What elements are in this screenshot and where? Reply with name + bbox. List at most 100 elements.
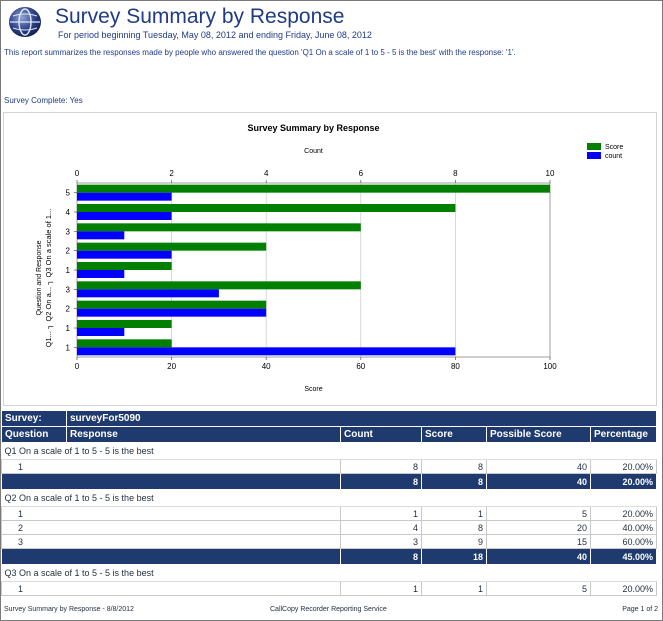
score-bar	[77, 300, 267, 309]
page-title: Survey Summary by Response	[55, 5, 345, 28]
footer-center: CallCopy Recorder Reporting Service	[270, 606, 387, 613]
footer-page-number: Page 1 of 2	[622, 606, 658, 613]
cell-count: 8	[340, 459, 422, 474]
score-bar	[77, 262, 172, 270]
category-label: 4	[66, 208, 71, 217]
legend-label: count	[605, 153, 622, 160]
group-total-row: 8 18 40 45.00%	[1, 548, 658, 565]
bottom-tick-label: 40	[262, 362, 271, 371]
survey-chart: Survey Summary by Response Count Score 0 0 2 2…	[3, 112, 657, 406]
cell-total-score: 18	[421, 548, 487, 565]
total-blank	[1, 548, 341, 565]
survey-table: Survey: surveyFor5090 Question Response …	[1, 410, 658, 596]
cell-total-score: 8	[421, 473, 487, 490]
question-group-row: Q3 On a scale of 1 to 5 - 5 is the best	[1, 564, 657, 582]
page-footer: Survey Summary by Response - 8/8/2012 Ca…	[0, 604, 663, 620]
bottom-tick-label: 60	[356, 362, 365, 371]
count-bar	[77, 212, 172, 220]
cell-percentage: 20.00%	[589, 459, 658, 474]
cell-score: 1	[421, 581, 487, 596]
table-row: 1 1 1 5 20.00%	[1, 581, 658, 596]
group-total-row: 8 8 40 20.00%	[1, 473, 658, 490]
question-text: Q1 On a scale of 1 to 5 - 5 is the best	[1, 442, 657, 460]
col-response: Response	[66, 426, 341, 443]
count-bar	[77, 250, 172, 259]
top-axis-label: Count	[304, 148, 323, 155]
report-description: This report summarizes the responses mad…	[4, 48, 516, 57]
category-label: 3	[66, 285, 71, 294]
score-bar	[77, 242, 267, 251]
survey-label: Survey:	[1, 410, 67, 427]
col-possible-score: Possible Score	[486, 426, 591, 443]
category-label: 3	[66, 227, 71, 236]
legend-swatch	[587, 143, 601, 150]
score-bar	[77, 281, 361, 290]
category-label: 1	[66, 266, 71, 275]
cell-total-percentage: 20.00%	[589, 473, 658, 490]
col-question: Question	[1, 426, 67, 443]
question-group-row: Q2 On a scale of 1 to 5 - 5 is the best	[1, 489, 657, 507]
count-bar	[77, 289, 219, 298]
y-axis-label: Question and Response	[36, 240, 43, 315]
top-tick-label: 4	[264, 169, 269, 178]
top-tick-label: 0	[75, 169, 80, 178]
category-label: 2	[66, 305, 71, 314]
col-percentage: Percentage	[589, 426, 658, 443]
cell-possible-score: 15	[486, 534, 591, 549]
count-bar	[77, 270, 125, 278]
cell-count: 4	[340, 520, 422, 535]
score-bar	[77, 320, 172, 328]
top-tick-label: 8	[453, 169, 458, 178]
bottom-tick-label: 0	[75, 362, 80, 371]
cell-response: 1	[1, 459, 341, 474]
cell-percentage: 20.00%	[589, 581, 658, 596]
top-tick-label: 10	[546, 169, 555, 178]
count-bar	[77, 308, 267, 317]
column-header-row: Question Response Count Score Possible S…	[1, 426, 658, 443]
score-bar	[77, 204, 456, 212]
cell-percentage: 20.00%	[589, 506, 658, 521]
survey-complete-status: Survey Complete: Yes	[4, 96, 83, 105]
cell-total-possible: 40	[486, 473, 591, 490]
cell-possible-score: 20	[486, 520, 591, 535]
cell-score: 8	[421, 459, 487, 474]
cell-total-count: 8	[340, 473, 422, 490]
cell-score: 9	[421, 534, 487, 549]
col-count: Count	[340, 426, 422, 443]
table-row: 1 8 8 40 20.00%	[1, 459, 658, 474]
table-row: 3 3 9 15 60.00%	[1, 534, 658, 549]
cell-score: 1	[421, 506, 487, 521]
legend-label: Score	[605, 144, 623, 151]
cell-possible-score: 40	[486, 459, 591, 474]
cell-response: 3	[1, 534, 341, 549]
category-label: 1	[66, 343, 71, 352]
question-group-row: Q1 On a scale of 1 to 5 - 5 is the best	[1, 442, 657, 460]
chart-svg: Survey Summary by Response Count Score 0 0 2 2…	[36, 123, 623, 393]
cell-response: 2	[1, 520, 341, 535]
chart-title: Survey Summary by Response	[247, 123, 379, 133]
count-bar	[77, 347, 456, 356]
bottom-axis-label: Score	[304, 386, 322, 393]
top-tick-label: 2	[169, 169, 174, 178]
cell-score: 8	[421, 520, 487, 535]
score-bar	[77, 184, 550, 193]
col-score: Score	[421, 426, 487, 443]
cell-total-count: 8	[340, 548, 422, 565]
cell-response: 1	[1, 506, 341, 521]
cell-percentage: 60.00%	[589, 534, 658, 549]
top-tick-label: 6	[359, 169, 364, 178]
score-bar	[77, 223, 361, 232]
question-text: Q3 On a scale of 1 to 5 - 5 is the best	[1, 564, 657, 582]
total-blank	[1, 473, 341, 490]
cell-count: 3	[340, 534, 422, 549]
survey-name: surveyFor5090	[65, 410, 658, 427]
report-period: For period beginning Tuesday, May 08, 20…	[58, 30, 372, 40]
question-text: Q2 On a scale of 1 to 5 - 5 is the best	[1, 489, 657, 507]
cell-possible-score: 5	[486, 506, 591, 521]
footer-left: Survey Summary by Response - 8/8/2012	[4, 606, 134, 613]
cell-response: 1	[1, 581, 341, 596]
legend-swatch	[587, 152, 601, 159]
cell-count: 1	[340, 506, 422, 521]
cell-total-possible: 40	[486, 548, 591, 565]
count-bar	[77, 328, 125, 336]
